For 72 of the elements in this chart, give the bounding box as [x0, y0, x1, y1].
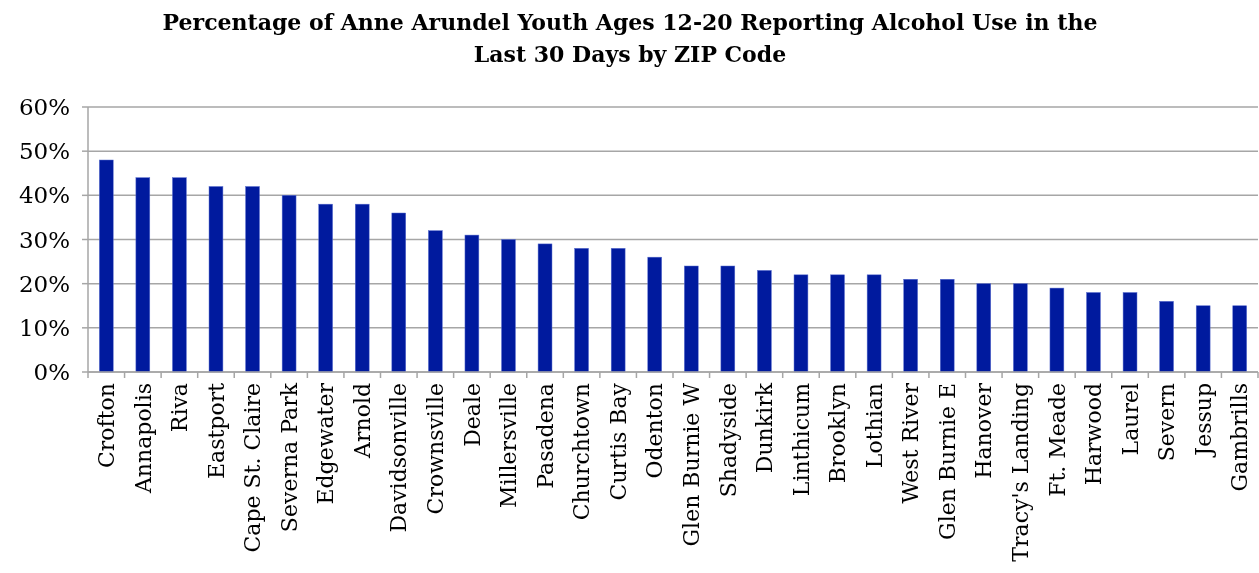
x-tick-label: West River — [898, 382, 924, 504]
bar — [720, 265, 736, 373]
bar — [355, 203, 370, 373]
y-tick-label: 40% — [18, 182, 70, 209]
x-tick-label: Jessup — [1190, 383, 1216, 458]
x-tick-label: Linthicum — [788, 382, 814, 497]
bar — [574, 248, 589, 373]
bar — [464, 234, 480, 373]
bar — [537, 243, 553, 373]
x-tick-label: Curtis Bay — [605, 382, 631, 501]
bar — [501, 239, 516, 373]
x-tick-label: Glen Burnie E — [934, 383, 960, 540]
bar — [940, 279, 955, 373]
x-tick-label: Laurel — [1117, 383, 1143, 456]
x-tick-label: Edgewater — [313, 382, 339, 505]
x-tick-label: Hanover — [971, 382, 997, 479]
y-tick-label: 0% — [33, 359, 70, 386]
x-tick-label: Churchtown — [569, 383, 595, 521]
y-tick-label: 60% — [18, 94, 70, 121]
bar — [1122, 292, 1138, 373]
x-tick-label: Ft. Meade — [1044, 383, 1070, 497]
x-tick-label: Crofton — [93, 383, 119, 468]
bar — [245, 186, 260, 373]
bar — [976, 283, 991, 373]
x-tick-label: Cape St. Claire — [240, 383, 266, 553]
x-tick-label: Harwood — [1081, 383, 1107, 486]
x-tick-label: Pasadena — [532, 383, 558, 489]
bar — [866, 274, 882, 373]
x-tick-label: Eastport — [203, 382, 229, 479]
x-tick-label: Arnold — [349, 383, 375, 459]
bar — [684, 265, 699, 373]
bar — [647, 256, 662, 373]
y-tick-label: 30% — [18, 226, 70, 253]
bar — [428, 230, 443, 373]
x-tick-label: Deale — [459, 383, 485, 447]
bar — [1049, 287, 1065, 373]
bar — [1195, 305, 1211, 373]
x-tick-label: Odenton — [642, 383, 668, 479]
x-tick-label: Tracy's Landing — [1008, 383, 1034, 562]
x-tick-label: Glen Burnie W — [678, 382, 704, 547]
y-tick-label: 20% — [18, 270, 70, 297]
bar — [903, 279, 918, 373]
bar — [172, 177, 187, 373]
bar — [1013, 283, 1028, 373]
x-tick-label: Severna Park — [276, 382, 302, 533]
x-tick-label: Annapolis — [130, 383, 156, 495]
x-tick-label: Brooklyn — [825, 383, 851, 484]
y-tick-label: 50% — [18, 138, 70, 165]
bar — [99, 159, 114, 373]
bar — [757, 270, 772, 373]
bar — [318, 203, 333, 373]
bar — [135, 177, 151, 373]
x-tick-label: Gambrills — [1227, 383, 1253, 492]
bar — [610, 248, 626, 373]
bar — [208, 186, 224, 373]
x-tick-label: Riva — [167, 383, 193, 433]
bar — [1086, 292, 1101, 373]
x-tick-label: Millersville — [496, 383, 522, 509]
x-tick-label: Severn — [1154, 383, 1180, 462]
x-tick-label: Shadyside — [715, 383, 741, 498]
bar — [830, 274, 845, 373]
y-tick-label: 10% — [18, 314, 70, 341]
bar — [1159, 301, 1174, 373]
bar — [391, 212, 406, 373]
bar — [281, 195, 297, 373]
chart-title: Percentage of Anne Arundel Youth Ages 12-20 Reporting Alcohol Use in the Last 30 Days by ZIP Code — [162, 9, 1098, 67]
bar — [793, 274, 809, 373]
x-tick-label: Dunkirk — [752, 382, 778, 474]
x-tick-label: Lothian — [861, 383, 887, 469]
x-tick-label: Crownsville — [423, 383, 449, 515]
bar — [1232, 305, 1247, 373]
x-tick-label: Davidsonville — [386, 383, 412, 533]
